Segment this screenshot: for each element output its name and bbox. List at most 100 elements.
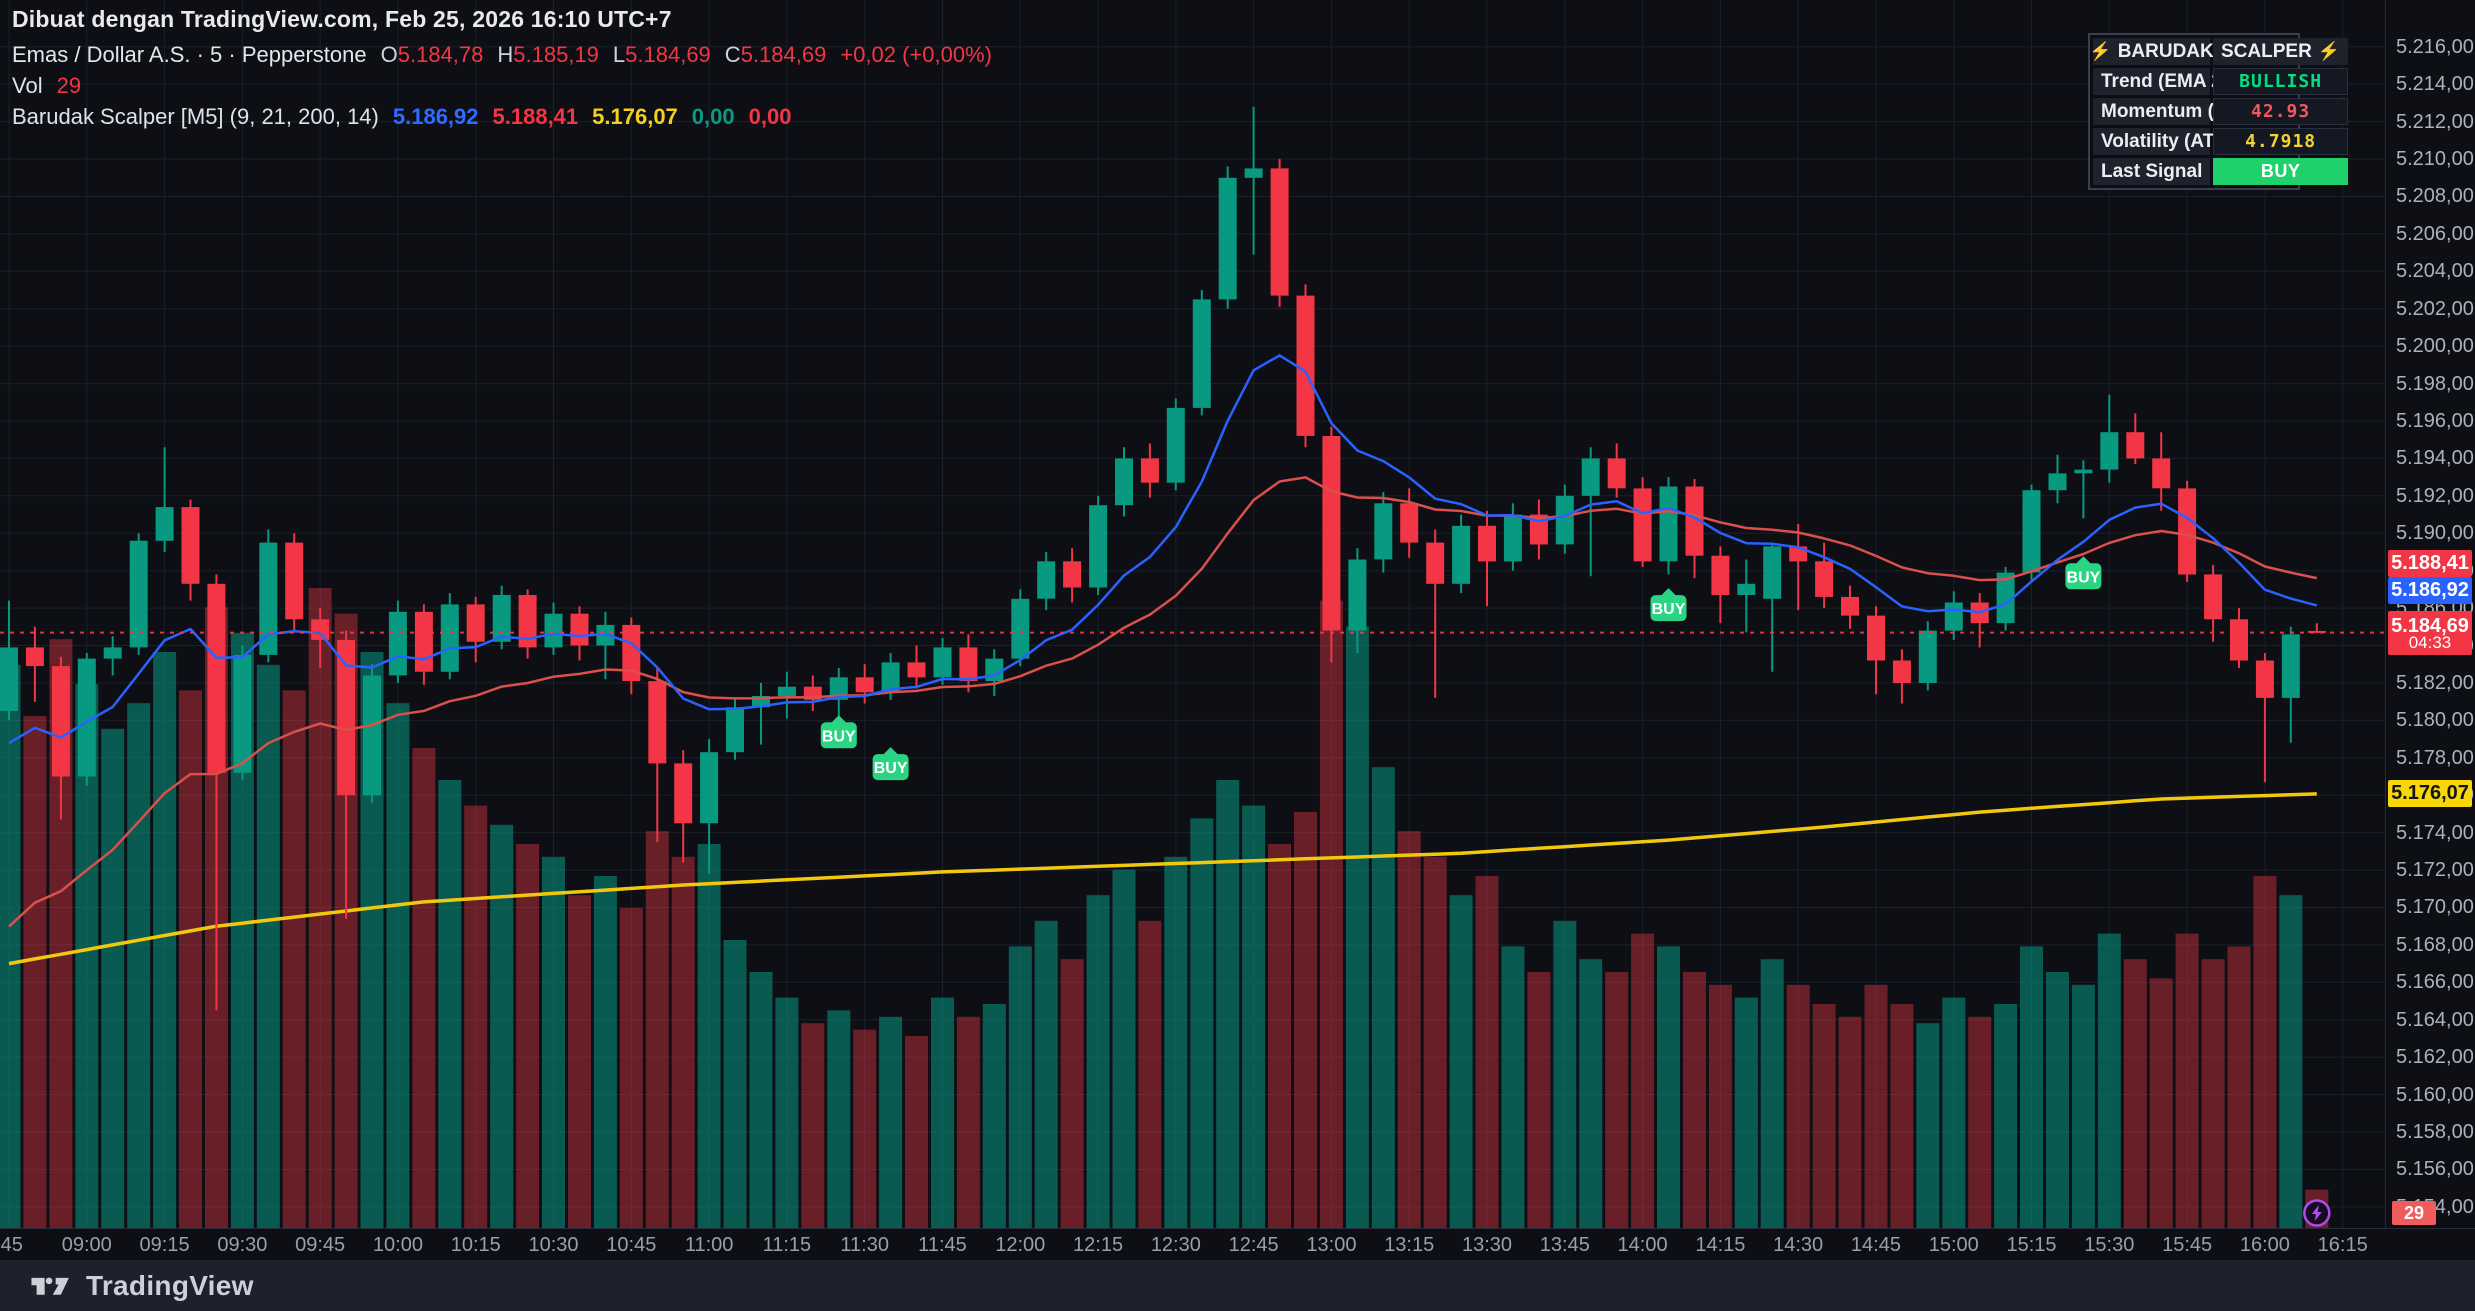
- candle: [1192, 290, 1211, 416]
- volume-bar: [827, 1010, 851, 1228]
- candle: [1322, 426, 1341, 663]
- volume-bar: [853, 1029, 877, 1228]
- tradingview-logo-text[interactable]: TradingView: [86, 1269, 254, 1301]
- volume-bar: [1008, 946, 1032, 1228]
- candle: [2255, 653, 2274, 783]
- candle: [337, 630, 356, 919]
- volume-bar: [490, 824, 514, 1228]
- volume-bar: [2149, 978, 2173, 1228]
- price-axis-label: 5.166,00: [2396, 971, 2474, 994]
- volume-bar: [412, 748, 436, 1228]
- time-axis-label: 10:45: [606, 1234, 657, 1256]
- buy-signal-marker: BUY: [2065, 556, 2102, 590]
- volume-bar: [516, 844, 540, 1228]
- volume-bar: [749, 972, 773, 1228]
- price-axis-label: 5.196,00: [2396, 409, 2474, 432]
- volume-bar: [1812, 1004, 1836, 1228]
- candle: [2178, 480, 2197, 582]
- candle: [1140, 443, 1159, 498]
- volume-bar: [1294, 812, 1317, 1228]
- volume-bar: [931, 997, 954, 1228]
- volume-bar: [905, 1036, 928, 1228]
- time-axis-label: 13:15: [1384, 1234, 1435, 1256]
- volume-bar: [619, 908, 643, 1228]
- realtime-lightning-icon: [2303, 1199, 2331, 1227]
- price-axis-label: 5.190,00: [2396, 522, 2474, 545]
- volume-bar: [256, 664, 280, 1228]
- volume-bar: [879, 1016, 903, 1228]
- candle: [2204, 565, 2223, 642]
- candle: [570, 606, 589, 661]
- volume-bar: [438, 780, 462, 1228]
- panel-value-momentum: 42.93: [2213, 98, 2349, 125]
- candle: [1867, 606, 1885, 695]
- time-axis-label: 13:45: [1539, 1234, 1590, 1256]
- volume-bar: [1631, 933, 1655, 1228]
- candle: [285, 533, 304, 631]
- time-axis[interactable]: :45 09:00 09:15 09:30 09:45 10:00 10:15 10:30 10…: [0, 1228, 2475, 1260]
- candle: [2126, 413, 2145, 464]
- candle: [1529, 499, 1548, 560]
- candlestick-series: [0, 106, 2326, 1011]
- volume-bar: [2175, 933, 2199, 1228]
- time-axis-label: 15:15: [2006, 1234, 2057, 1256]
- volume-bar: [49, 639, 73, 1228]
- time-axis-label: 14:30: [1773, 1234, 1824, 1256]
- volume-bar: [2071, 984, 2095, 1228]
- buy-signal-marker: BUY: [820, 715, 857, 749]
- candle: [1555, 484, 1574, 554]
- volume-bar: [1916, 1023, 1940, 1228]
- candle: [155, 447, 174, 552]
- volume-bar: [697, 844, 721, 1228]
- candle: [959, 634, 978, 693]
- price-axis-label: 5.198,00: [2396, 372, 2474, 395]
- volume-bar: [1968, 1016, 1992, 1228]
- price-tag: 5.186,92: [2388, 577, 2472, 605]
- price-axis-label: 5.158,00: [2396, 1121, 2474, 1143]
- volume-bar: [2097, 933, 2121, 1228]
- candle: [544, 602, 563, 655]
- candle: [1996, 566, 2015, 631]
- time-axis-label: 12:30: [1150, 1234, 1201, 1256]
- price-chart-canvas[interactable]: BUY BUY BUY BUY: [0, 0, 2385, 1228]
- candle: [129, 533, 148, 655]
- volume-bar: [1942, 997, 1966, 1228]
- time-axis-label: 14:45: [1850, 1234, 1901, 1256]
- price-axis-label: 5.204,00: [2396, 260, 2474, 283]
- volume-bar: [1397, 831, 1421, 1228]
- candle: [1763, 542, 1782, 672]
- volume-bar: [386, 703, 410, 1228]
- volume-bar: [282, 690, 306, 1228]
- tradingview-logo-icon[interactable]: [30, 1271, 74, 1301]
- time-axis-label: 15:30: [2084, 1234, 2135, 1256]
- panel-value-last-signal: BUY: [2213, 158, 2349, 185]
- time-axis-label: 12:00: [995, 1234, 1046, 1256]
- volume-bar: [2020, 946, 2043, 1228]
- candle: [803, 675, 822, 711]
- candle: [1011, 589, 1030, 667]
- chart-plot-area[interactable]: BUY BUY BUY BUY Dibuat dengan TradingView.c…: [0, 0, 2385, 1228]
- volume-bar: [0, 664, 21, 1228]
- volume-bar: [645, 831, 669, 1228]
- volume-bar: [2201, 959, 2225, 1228]
- price-axis[interactable]: 5.154,005.156,005.158,005.160,005.162,00…: [2385, 0, 2475, 1228]
- price-axis-label: 5.210,00: [2396, 148, 2474, 171]
- volume-bar: [1423, 856, 1447, 1228]
- volume-bar: [101, 728, 125, 1228]
- candle: [1270, 159, 1289, 307]
- volume-bar: [2123, 959, 2147, 1228]
- price-axis-label: 5.160,00: [2396, 1083, 2474, 1106]
- volume-bar: [1527, 972, 1551, 1228]
- candle: [1711, 546, 1730, 624]
- volume-bar: [593, 876, 617, 1228]
- price-axis-label: 5.214,00: [2396, 73, 2474, 96]
- svg-text:BUY: BUY: [2067, 569, 2101, 586]
- candle: [259, 529, 278, 663]
- volume-bar: [1501, 946, 1525, 1228]
- candle: [1452, 514, 1471, 594]
- candle: [1918, 621, 1937, 691]
- time-axis-label: 09:15: [139, 1234, 190, 1256]
- time-axis-label: 16:00: [2239, 1234, 2290, 1256]
- volume-bar: [75, 684, 99, 1228]
- volume-bar: [1216, 780, 1240, 1228]
